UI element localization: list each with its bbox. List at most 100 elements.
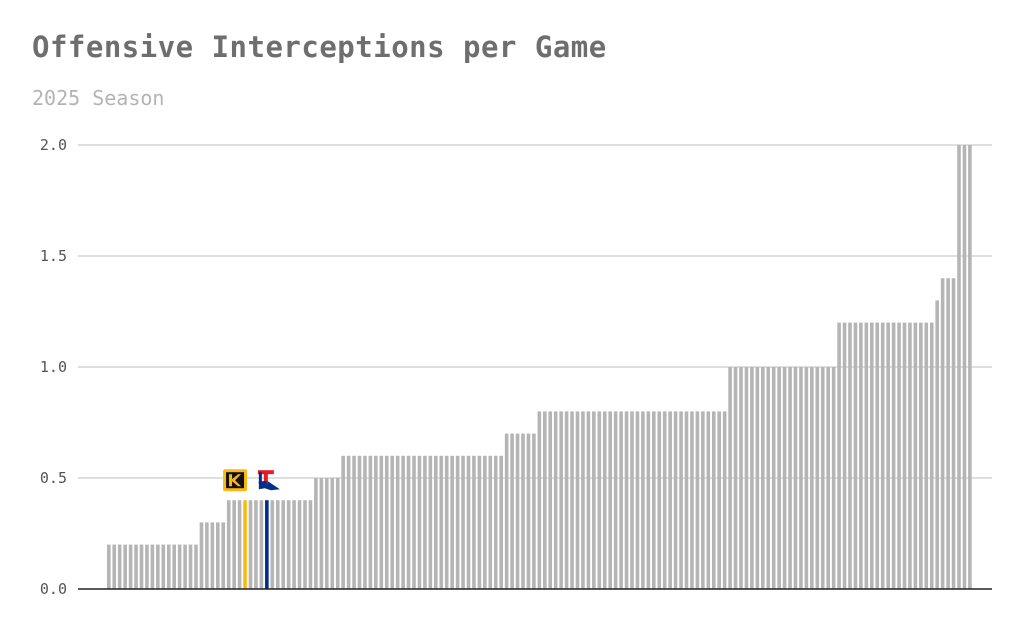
bar [314, 478, 318, 589]
y-tick-label: 2.0 [40, 136, 67, 154]
bar [842, 322, 847, 589]
bar [439, 455, 444, 589]
bar [472, 455, 476, 589]
bar [799, 367, 803, 589]
bar [205, 522, 209, 589]
bar [831, 367, 836, 589]
bar [782, 367, 787, 589]
bar [107, 544, 111, 589]
bar [286, 500, 291, 589]
bar [145, 544, 149, 589]
bar [232, 500, 236, 589]
bar [368, 455, 373, 589]
bar [156, 544, 160, 589]
bar [652, 411, 656, 589]
bar [139, 544, 144, 589]
bar [226, 500, 231, 589]
bar [646, 411, 651, 589]
bar [641, 411, 645, 589]
bar [711, 411, 716, 589]
bar [744, 367, 749, 589]
bar [461, 455, 465, 589]
louisiana-tech-logo-icon: LT [257, 470, 280, 491]
bar [379, 455, 384, 589]
bar [940, 278, 945, 589]
bar [755, 367, 760, 589]
bar [526, 433, 531, 589]
bar [728, 367, 732, 589]
bar [395, 455, 400, 589]
bar [352, 455, 356, 589]
bar [581, 411, 585, 589]
highlighted-bar [243, 500, 247, 589]
bar [303, 500, 307, 589]
bar [543, 411, 547, 589]
bar [259, 500, 264, 589]
bar [908, 322, 912, 589]
bar [657, 411, 662, 589]
bar [635, 411, 640, 589]
bar [515, 433, 520, 589]
bar [673, 411, 678, 589]
bar [134, 544, 138, 589]
bar [853, 322, 858, 589]
bar [493, 455, 498, 589]
bar [570, 411, 574, 589]
bar [929, 322, 934, 589]
bar [820, 367, 825, 589]
bar [374, 455, 378, 589]
bar [444, 455, 449, 589]
bar [123, 544, 127, 589]
bar [608, 411, 612, 589]
bar [662, 411, 667, 589]
bar [924, 322, 929, 589]
bar [455, 455, 460, 589]
bar [112, 544, 117, 589]
bar [771, 367, 776, 589]
bar [150, 544, 155, 589]
bar [237, 500, 242, 589]
bar [275, 500, 280, 589]
bar [913, 322, 918, 589]
bar [221, 522, 226, 589]
bar [891, 322, 896, 589]
bar [957, 145, 961, 589]
bar [166, 544, 171, 589]
bar [690, 411, 694, 589]
bar [521, 433, 525, 589]
bar [172, 544, 176, 589]
bar [532, 433, 536, 589]
bar [602, 411, 607, 589]
bar [183, 544, 187, 589]
bar [346, 455, 351, 589]
bar [624, 411, 629, 589]
bar [902, 322, 907, 589]
bar [161, 544, 166, 589]
bar [330, 478, 335, 589]
bar [613, 411, 618, 589]
bar [194, 544, 198, 589]
bar [477, 455, 482, 589]
bar [488, 455, 493, 589]
bar [804, 367, 809, 589]
bar [668, 411, 672, 589]
bar [210, 522, 215, 589]
bar [390, 455, 394, 589]
kennesaw-state-logo-icon: KS [223, 469, 248, 492]
bar [499, 455, 503, 589]
y-tick-label: 1.5 [40, 247, 67, 265]
bar [417, 455, 422, 589]
bar [428, 455, 433, 589]
bar [281, 500, 285, 589]
bar [733, 367, 738, 589]
bar [297, 500, 302, 589]
bar [815, 367, 820, 589]
team-logos: KS LT [223, 469, 280, 492]
highlighted-bar [265, 500, 269, 589]
bar [826, 367, 830, 589]
bar [406, 455, 411, 589]
bar [630, 411, 634, 589]
bar [363, 455, 367, 589]
bar [384, 455, 389, 589]
bar [962, 145, 967, 589]
